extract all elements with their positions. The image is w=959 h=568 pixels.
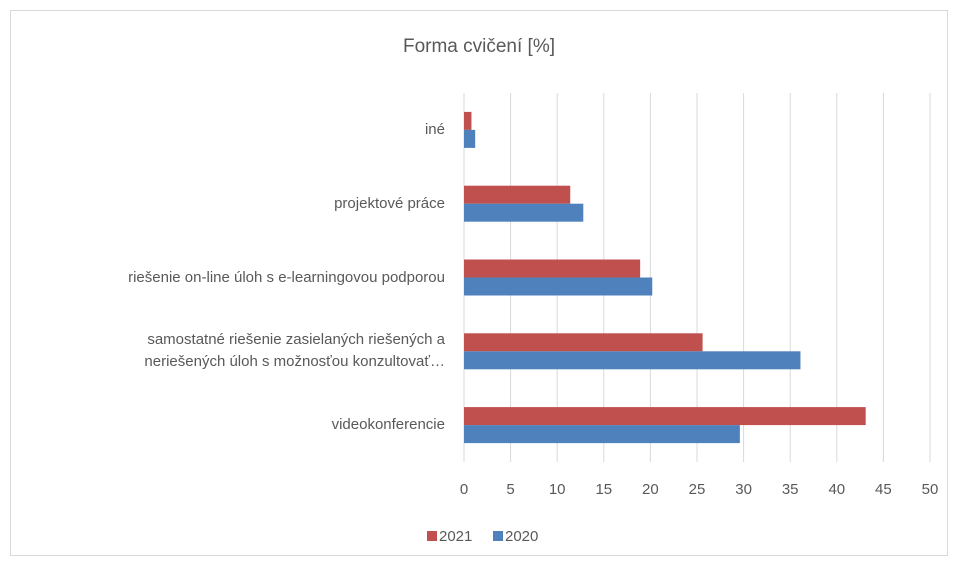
y-tick-label: iné [424, 120, 445, 138]
y-tick-label: videokonferencie [331, 416, 445, 434]
x-tick-label: 50 [922, 481, 939, 498]
bar [464, 351, 801, 370]
x-tick-label: 15 [595, 481, 612, 498]
bar [464, 277, 653, 296]
x-tick-label: 20 [642, 481, 659, 498]
bar [464, 203, 584, 222]
legend-swatch [493, 531, 503, 541]
x-tick-label: 0 [460, 481, 468, 498]
chart-title: Forma cvičení [%] [403, 36, 555, 57]
legend-label: 2021 [439, 528, 472, 545]
y-tick-label: projektové práce [334, 194, 445, 212]
bar [464, 425, 740, 444]
bar [464, 185, 571, 204]
y-tick-label: samostatné riešenie zasielaných riešenýc… [144, 331, 445, 371]
x-tick-label: 5 [506, 481, 514, 498]
x-tick-label: 10 [549, 481, 566, 498]
bar [464, 259, 641, 278]
bar [464, 333, 703, 352]
x-tick-label: 25 [689, 481, 706, 498]
x-tick-label: 40 [828, 481, 845, 498]
x-tick-label: 30 [735, 481, 752, 498]
x-tick-label: 35 [782, 481, 799, 498]
legend-swatch [427, 531, 437, 541]
bar [464, 129, 476, 148]
bar [464, 407, 866, 426]
legend-label: 2020 [505, 528, 538, 545]
y-tick-label: riešenie on-line úloh s e-learningovou p… [128, 268, 445, 286]
x-tick-label: 45 [875, 481, 892, 498]
bar [464, 111, 472, 130]
